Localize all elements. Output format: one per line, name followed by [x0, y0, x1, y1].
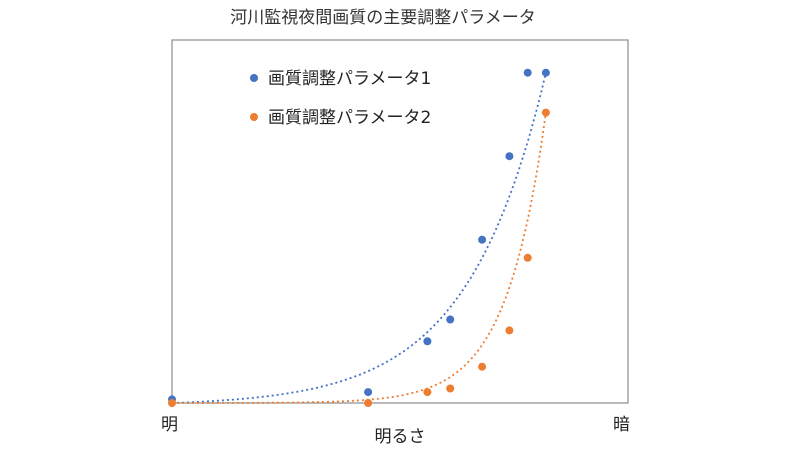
- x-axis-right-label: 暗: [613, 415, 630, 435]
- point-series-1-2: [364, 388, 373, 397]
- data-points: [168, 68, 550, 407]
- legend-marker-series-1: [250, 74, 258, 82]
- point-series-2-4: [446, 384, 455, 393]
- legend-label-series-2: 画質調整パラメータ2: [268, 108, 431, 128]
- point-series-2-7: [523, 253, 532, 262]
- point-series-1-4: [446, 315, 455, 324]
- point-series-2-3: [423, 388, 432, 397]
- point-series-1-7: [523, 68, 532, 77]
- point-series-2-5: [478, 362, 487, 371]
- point-series-2-6: [505, 326, 514, 335]
- legend: 画質調整パラメータ1 画質調整パラメータ2: [250, 69, 431, 128]
- chart-title: 河川監視夜間画質の主要調整パラメータ: [230, 8, 536, 28]
- x-axis-left-label: 明: [161, 415, 178, 435]
- point-series-1-5: [478, 235, 487, 244]
- trendlines: [171, 72, 547, 404]
- x-axis-title: 明るさ: [375, 427, 426, 447]
- plot-frame: [171, 39, 629, 404]
- point-series-1-3: [423, 337, 432, 346]
- point-series-1-6: [505, 152, 514, 161]
- point-series-2-8: [541, 108, 550, 117]
- point-series-1-8: [541, 68, 550, 77]
- point-series-2-1: [168, 399, 176, 407]
- trendline-series-2: [172, 112, 547, 404]
- legend-label-series-1: 画質調整パラメータ1: [268, 69, 431, 89]
- legend-marker-series-2: [250, 113, 258, 121]
- point-series-2-2: [364, 399, 373, 407]
